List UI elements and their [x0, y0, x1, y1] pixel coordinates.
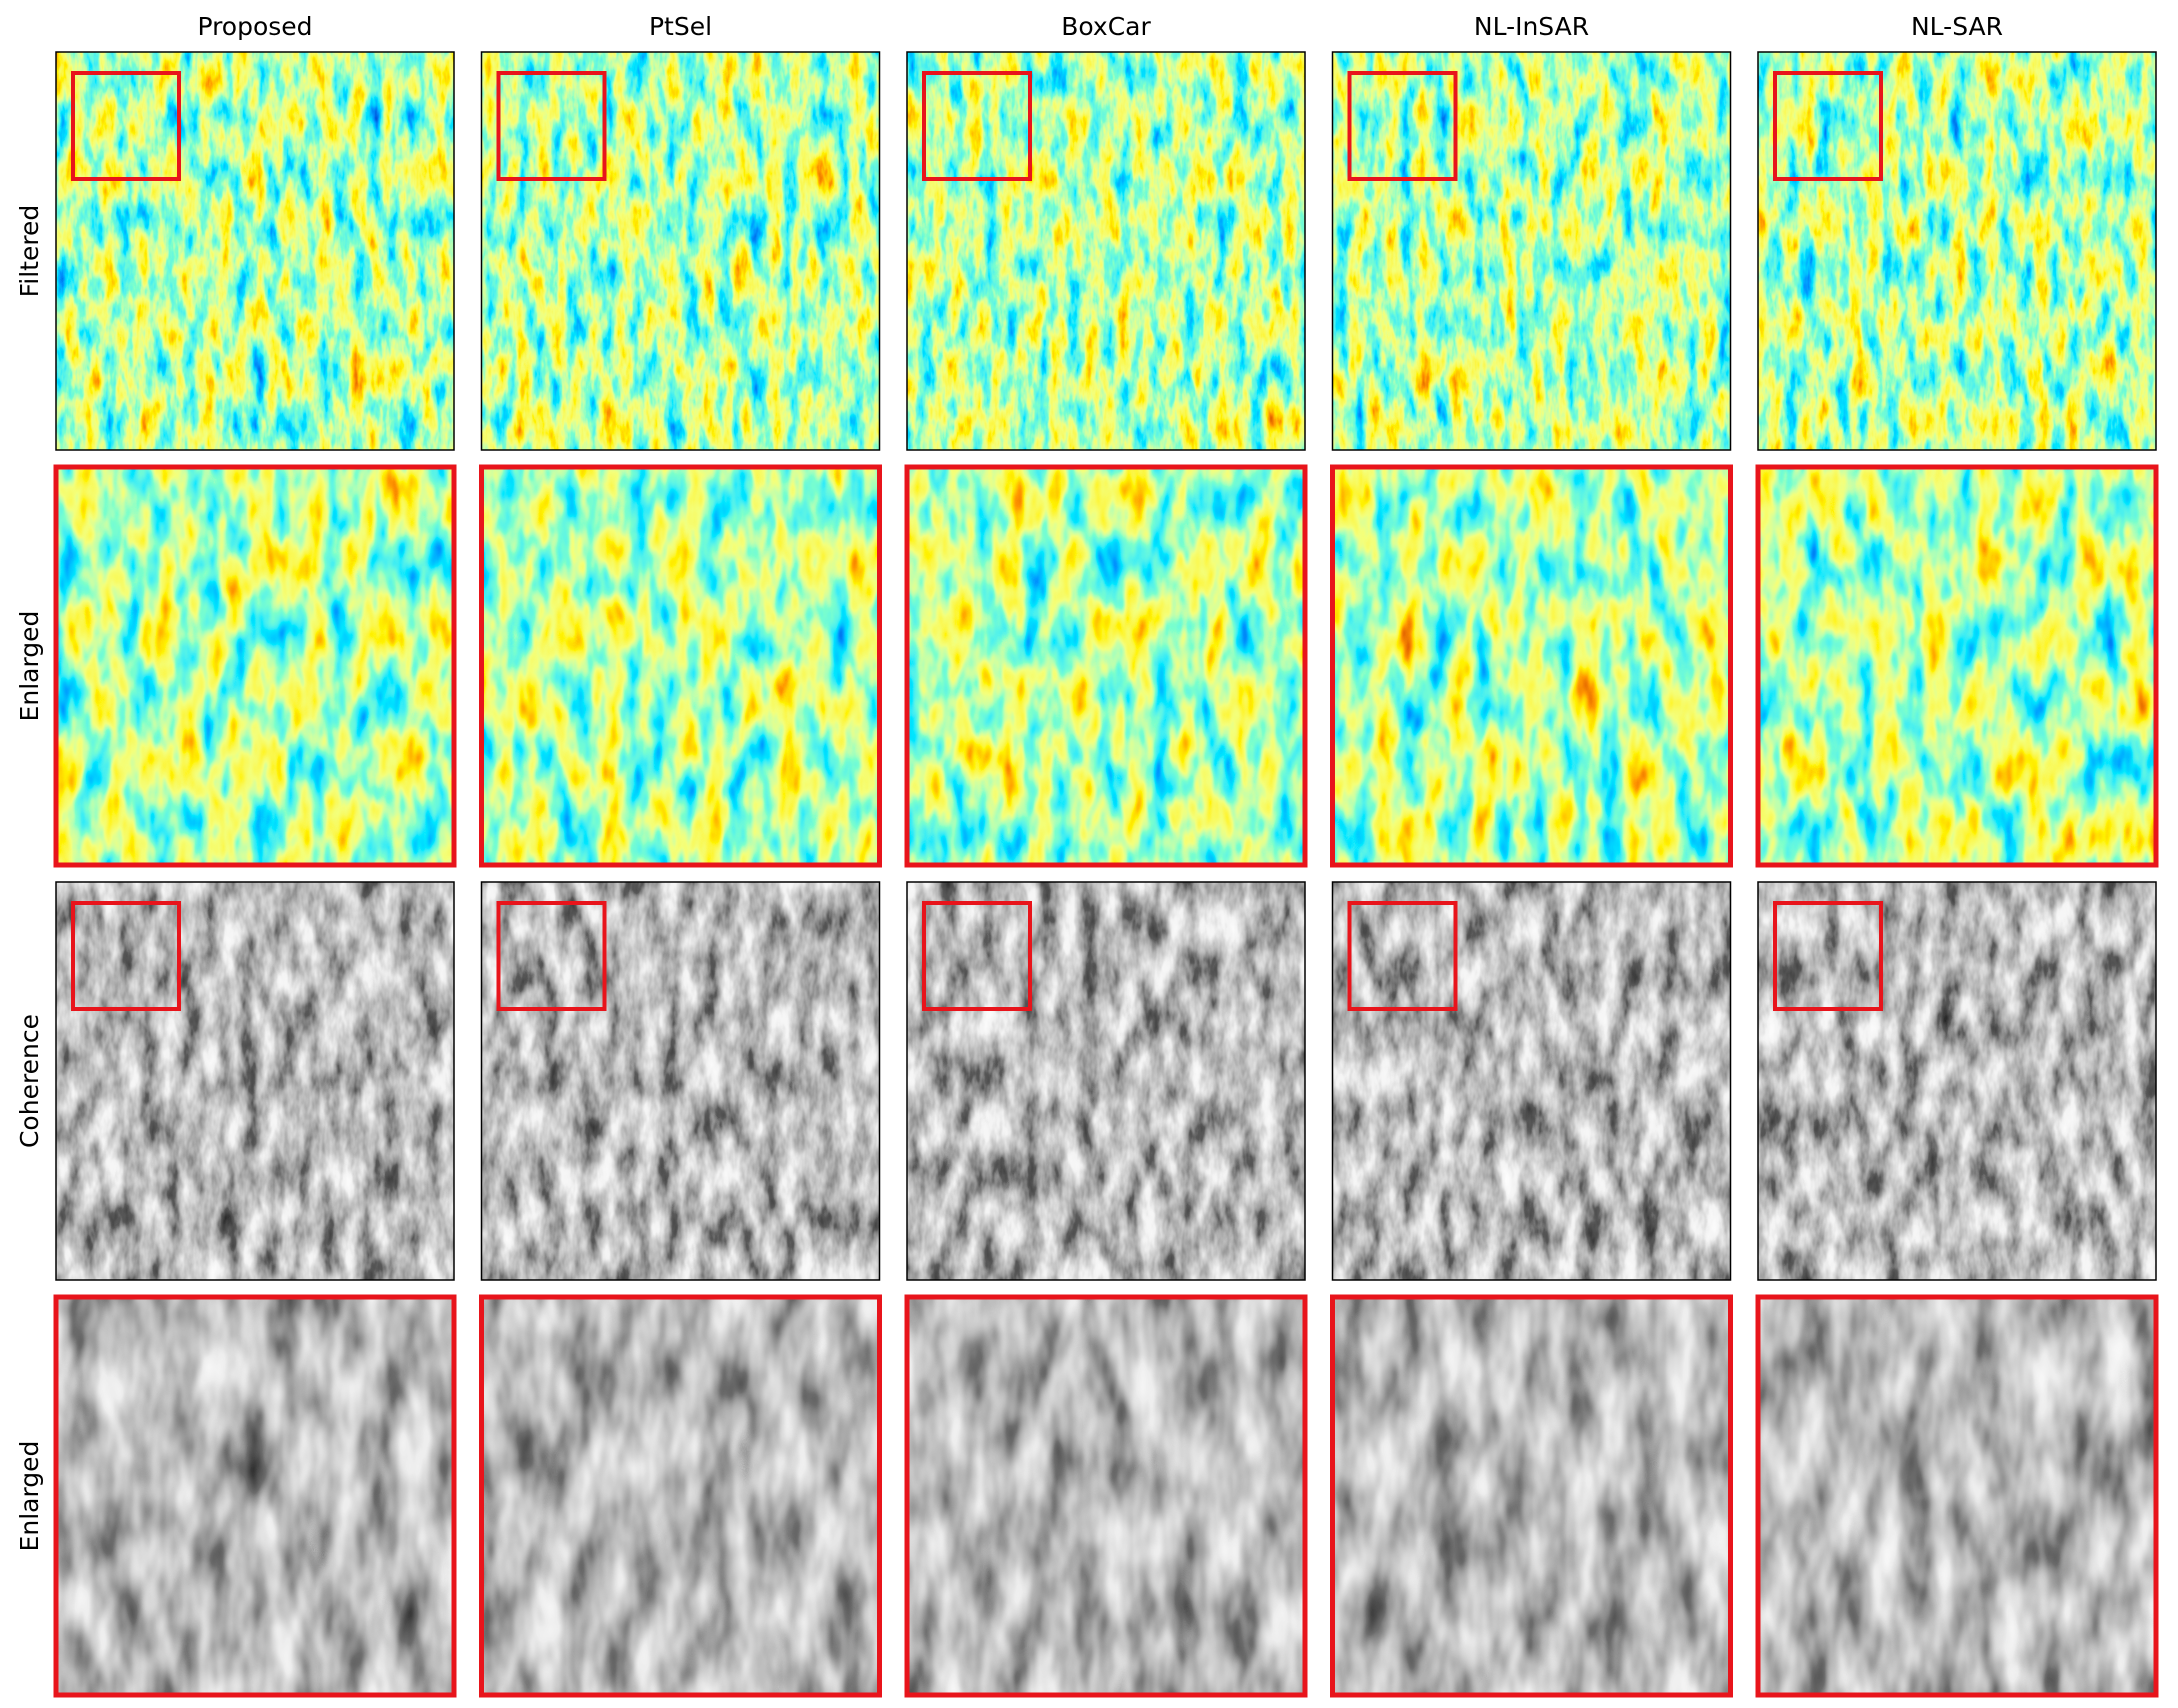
panel: [907, 52, 1305, 450]
panel-border: [479, 464, 882, 868]
panel-border: [1331, 51, 1732, 451]
panel-border: [1755, 464, 2159, 868]
panel: [1758, 52, 2156, 450]
panel-border: [1757, 881, 2157, 1281]
row-label: Filtered: [15, 205, 44, 298]
panel-border: [480, 51, 881, 451]
zoom-box: [1347, 901, 1458, 1011]
enlarged-panel: [1758, 1297, 2156, 1695]
panel: [907, 882, 1305, 1280]
panel-border: [904, 1294, 1308, 1698]
panel-border: [55, 881, 455, 1281]
panel-border: [906, 51, 1306, 451]
panel-border: [1757, 51, 2157, 451]
enlarged-panel: [56, 467, 454, 865]
row-label: Coherence: [15, 1014, 44, 1148]
panel-border: [904, 464, 1308, 868]
panel: [1758, 882, 2156, 1280]
panel-border: [1331, 881, 1732, 1281]
panel: [1332, 882, 1731, 1280]
column-title: Proposed: [197, 12, 312, 41]
panel: [481, 882, 880, 1280]
zoom-box: [1773, 71, 1883, 181]
panel-border: [1755, 1294, 2159, 1698]
zoom-box: [71, 71, 181, 181]
column-title: NL-SAR: [1911, 12, 2003, 41]
column-title: NL-InSAR: [1474, 12, 1589, 41]
panel: [481, 52, 880, 450]
enlarged-panel: [481, 1297, 880, 1695]
zoom-box: [1347, 71, 1458, 181]
row-label: Enlarged: [15, 1441, 44, 1552]
column-title: PtSel: [649, 12, 712, 41]
zoom-box: [71, 901, 181, 1011]
enlarged-panel: [56, 1297, 454, 1695]
panel-border: [1330, 464, 1733, 868]
panel-border: [53, 464, 457, 868]
panel-border: [55, 51, 455, 451]
zoom-box: [922, 901, 1032, 1011]
enlarged-panel: [907, 467, 1305, 865]
enlarged-panel: [1332, 1297, 1731, 1695]
panel: [1332, 52, 1731, 450]
enlarged-panel: [481, 467, 880, 865]
zoom-box: [496, 71, 607, 181]
panel-border: [479, 1294, 882, 1698]
zoom-box: [496, 901, 607, 1011]
enlarged-panel: [1332, 467, 1731, 865]
panel-border: [1330, 1294, 1733, 1698]
panel: [56, 882, 454, 1280]
zoom-box: [1773, 901, 1883, 1011]
zoom-box: [922, 71, 1032, 181]
enlarged-panel: [1758, 467, 2156, 865]
enlarged-panel: [907, 1297, 1305, 1695]
column-title: BoxCar: [1061, 12, 1151, 41]
panel-border: [906, 881, 1306, 1281]
panel-border: [53, 1294, 457, 1698]
row-label: Enlarged: [15, 611, 44, 722]
panel-border: [480, 881, 881, 1281]
panel: [56, 52, 454, 450]
